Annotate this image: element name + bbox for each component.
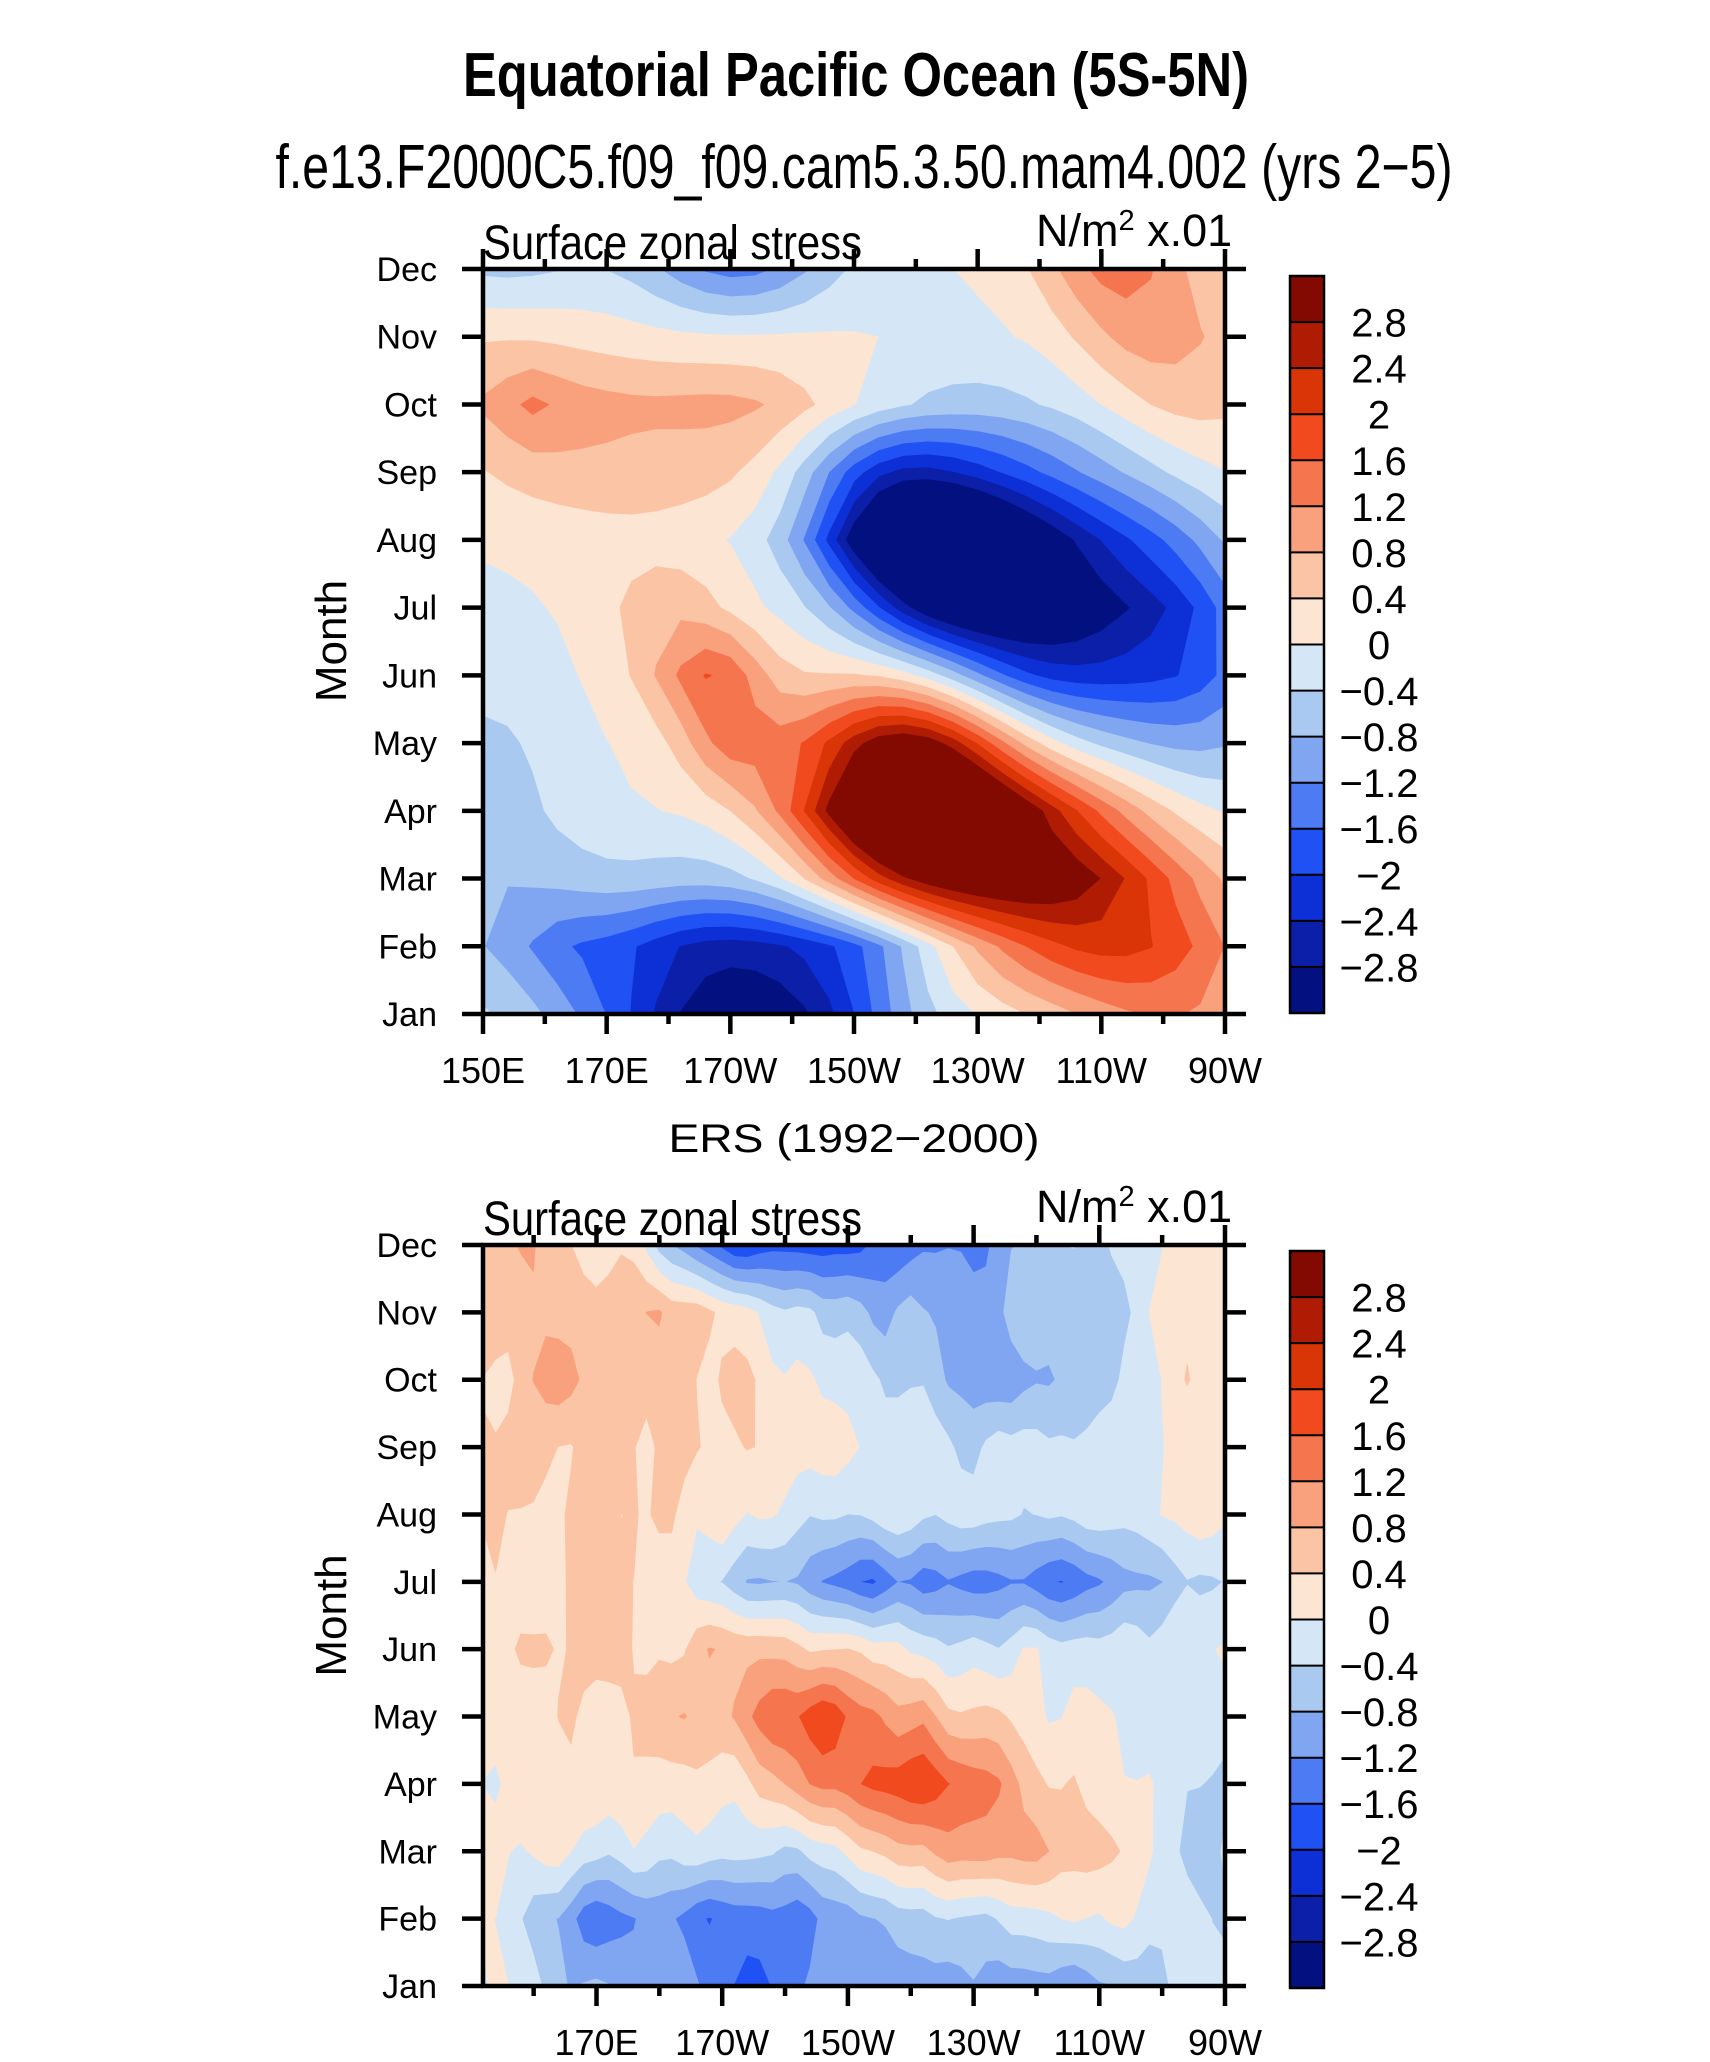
svg-text:−2.4: −2.4 (1340, 1875, 1419, 1919)
svg-text:Feb: Feb (378, 1901, 437, 1939)
svg-text:150E: 150E (441, 1050, 525, 1091)
svg-text:f.e13.F2000C5.f09_f09.cam5.3.5: f.e13.F2000C5.f09_f09.cam5.3.50.mam4.002… (276, 133, 1453, 202)
svg-text:0.8: 0.8 (1351, 1507, 1407, 1551)
svg-text:Sep: Sep (377, 1429, 438, 1467)
svg-text:−0.8: −0.8 (1340, 1691, 1419, 1735)
svg-text:Apr: Apr (384, 793, 437, 831)
svg-text:−1.6: −1.6 (1340, 808, 1419, 852)
svg-text:Aug: Aug (377, 522, 438, 560)
svg-text:−2.8: −2.8 (1340, 1921, 1419, 1965)
svg-text:Nov: Nov (377, 319, 437, 357)
svg-text:Aug: Aug (377, 1497, 438, 1535)
svg-text:−1.2: −1.2 (1340, 762, 1419, 806)
svg-text:Equatorial Pacific Ocean (5S-5: Equatorial Pacific Ocean (5S-5N) (463, 41, 1249, 110)
svg-text:2.4: 2.4 (1351, 348, 1407, 392)
svg-text:May: May (373, 1699, 437, 1737)
svg-text:−2: −2 (1356, 854, 1402, 898)
svg-text:Feb: Feb (378, 928, 437, 966)
svg-text:Surface zonal stress: Surface zonal stress (483, 217, 862, 270)
svg-text:1.6: 1.6 (1351, 1415, 1407, 1459)
svg-text:−0.8: −0.8 (1340, 716, 1419, 760)
svg-text:2: 2 (1368, 394, 1390, 438)
svg-text:Surface zonal stress: Surface zonal stress (483, 1193, 862, 1246)
svg-text:170W: 170W (675, 2022, 769, 2062)
svg-text:110W: 110W (1054, 2022, 1145, 2062)
svg-text:Jun: Jun (382, 657, 437, 695)
svg-text:0: 0 (1368, 624, 1390, 668)
svg-text:ERS (1992−2000): ERS (1992−2000) (669, 1117, 1040, 1161)
svg-text:1.2: 1.2 (1351, 486, 1407, 530)
svg-text:−0.4: −0.4 (1340, 670, 1419, 714)
svg-text:−2: −2 (1356, 1829, 1402, 1873)
svg-text:2.8: 2.8 (1351, 302, 1407, 346)
svg-text:−2.4: −2.4 (1340, 900, 1419, 944)
svg-text:1.2: 1.2 (1351, 1461, 1407, 1505)
svg-text:0.8: 0.8 (1351, 532, 1407, 576)
svg-text:Jan: Jan (382, 996, 437, 1034)
svg-text:Oct: Oct (384, 1362, 437, 1400)
svg-text:Jul: Jul (394, 1564, 437, 1602)
svg-text:90W: 90W (1188, 2022, 1262, 2062)
svg-text:N/m2 x.01: N/m2 x.01 (1036, 1181, 1232, 1232)
svg-text:Mar: Mar (378, 861, 437, 899)
svg-text:130W: 130W (927, 2022, 1021, 2062)
svg-text:−0.4: −0.4 (1340, 1645, 1419, 1689)
svg-text:Dec: Dec (377, 1227, 437, 1265)
svg-text:Nov: Nov (377, 1294, 437, 1332)
svg-text:2.8: 2.8 (1351, 1277, 1407, 1321)
svg-text:Jul: Jul (394, 590, 437, 628)
svg-text:N/m2 x.01: N/m2 x.01 (1036, 205, 1232, 256)
svg-text:Oct: Oct (384, 387, 437, 425)
svg-text:Apr: Apr (384, 1766, 437, 1804)
svg-text:−1.6: −1.6 (1340, 1783, 1419, 1827)
svg-text:2: 2 (1368, 1369, 1390, 1413)
svg-text:1.6: 1.6 (1351, 440, 1407, 484)
svg-text:Mar: Mar (378, 1833, 437, 1871)
svg-text:−1.2: −1.2 (1340, 1737, 1419, 1781)
svg-text:−2.8: −2.8 (1340, 946, 1419, 990)
svg-text:150W: 150W (801, 2022, 895, 2062)
svg-text:Dec: Dec (377, 251, 437, 289)
svg-text:170E: 170E (565, 1050, 649, 1091)
svg-text:Jun: Jun (382, 1631, 437, 1669)
svg-text:150W: 150W (807, 1050, 901, 1091)
svg-text:130W: 130W (931, 1050, 1025, 1091)
svg-text:110W: 110W (1056, 1050, 1147, 1091)
svg-text:Sep: Sep (377, 454, 438, 492)
svg-text:2.4: 2.4 (1351, 1323, 1407, 1367)
svg-text:Month: Month (307, 1554, 356, 1676)
svg-text:170W: 170W (683, 1050, 777, 1091)
svg-text:170E: 170E (554, 2022, 638, 2062)
svg-text:May: May (373, 725, 437, 763)
svg-text:Jan: Jan (382, 1968, 437, 2006)
svg-text:Month: Month (307, 580, 356, 702)
svg-text:90W: 90W (1188, 1050, 1262, 1091)
svg-text:0: 0 (1368, 1599, 1390, 1643)
svg-text:0.4: 0.4 (1351, 1553, 1407, 1597)
svg-text:0.4: 0.4 (1351, 578, 1407, 622)
